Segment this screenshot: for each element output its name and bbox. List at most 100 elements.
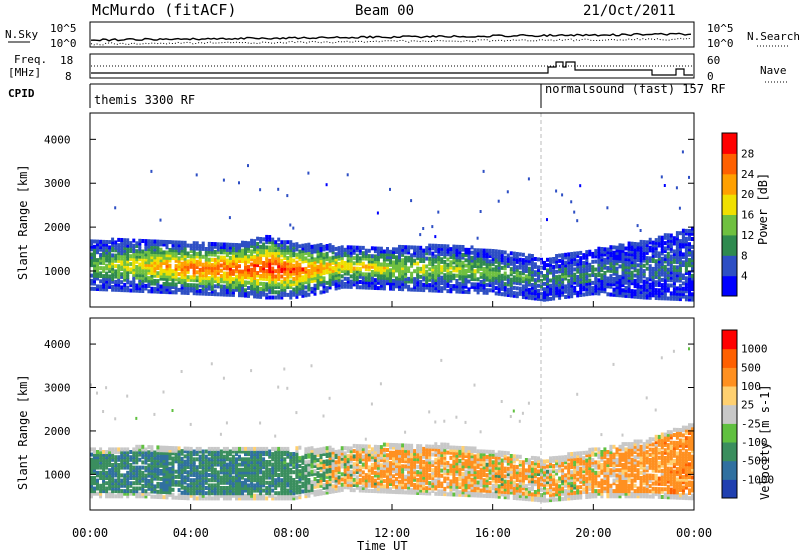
power-cell [558,264,561,268]
power-cell [102,266,105,270]
power-cell [172,240,175,244]
velocity-cell [196,447,199,451]
velocity-cell [265,447,268,451]
power-cell [238,243,241,247]
power-cell [150,170,152,173]
power-cell [495,265,498,269]
power-cell [307,259,310,263]
velocity-cell [147,445,150,449]
velocity-cell [93,487,96,491]
power-cell [643,240,646,244]
power-cell [682,274,685,278]
velocity-cell [144,466,147,470]
power-cell [477,237,479,240]
power-cell [238,181,240,184]
velocity-cell [332,448,335,452]
velocity-cell [277,386,279,389]
power-cell [688,229,691,233]
velocity-cell [298,485,301,489]
power-cell [307,172,309,175]
velocity-cell [371,463,374,467]
velocity-cell [374,471,377,475]
velocity-cell [138,492,141,496]
velocity-cell [383,448,386,452]
velocity-cell [147,479,150,483]
power-cell [247,254,250,258]
power-cell [220,242,223,246]
power-cell [501,292,504,296]
power-cell [468,274,471,278]
power-cell [190,275,193,279]
velocity-cell [156,482,159,486]
velocity-cell [253,447,256,451]
power-cell [341,245,344,249]
velocity-cell [335,460,338,464]
power-cell [323,245,326,249]
power-cell [652,267,655,271]
power-cell [594,268,597,272]
power-cell [625,252,628,256]
power-cell [519,252,522,256]
velocity-cell [108,492,111,496]
power-cell [443,273,446,277]
power-cell [452,245,455,249]
power-cell [507,275,510,279]
power-cell [160,248,163,252]
power-cell [661,175,663,178]
power-cell [374,247,377,251]
power-cell [111,253,114,257]
power-cell [126,286,129,290]
noise-left-tick-top: 10^5 [50,22,77,35]
power-cell [277,238,280,242]
power-cell [277,282,280,286]
freq-label-1: Freq. [14,53,47,66]
velocity-cell [102,450,105,454]
nave-tick-top: 60 [707,54,720,67]
power-cell [217,277,220,281]
power-cell [265,245,268,249]
power-cell [407,285,410,289]
power-cell [682,287,685,291]
velocity-cell [144,489,147,493]
power-cell [410,245,413,249]
velocity-cell [123,473,126,477]
velocity-cells [90,347,694,502]
freq-tick-bottom: 8 [65,70,72,83]
freq-tick-top: 18 [60,54,73,67]
velocity-cell [105,487,108,491]
power-cell [525,256,528,260]
velocity-cell [184,447,187,451]
power-cell [395,255,398,259]
velocity-cell [311,470,314,474]
power-cell [208,258,211,262]
velocity-cell [274,491,277,495]
velocity-cell [229,450,232,454]
power-cell [120,285,123,289]
power-cell [247,265,250,269]
velocity-cell [353,488,356,492]
velocity-cell [289,468,292,472]
velocity-cell [129,481,132,485]
power-cell [471,251,474,255]
power-cell [190,254,193,258]
power-cell [93,240,96,244]
power-cell [546,263,549,267]
velocity-cell [123,489,126,493]
power-cell [350,274,353,278]
velocity-cell [96,450,99,454]
power-cell [178,272,181,276]
velocity-cell [341,478,344,482]
velocity-cell [311,364,313,367]
velocity-cell [238,447,241,451]
velocity-cell [341,472,344,476]
power-cell [452,274,455,278]
power-cell [510,267,513,271]
power-cell [298,250,301,254]
power-cell [552,265,555,269]
power-cell [371,246,374,250]
power-cell [679,231,682,235]
velocity-cell [359,486,362,490]
power-cell [465,264,468,268]
power-cell [223,272,226,276]
power-cell [320,243,323,247]
